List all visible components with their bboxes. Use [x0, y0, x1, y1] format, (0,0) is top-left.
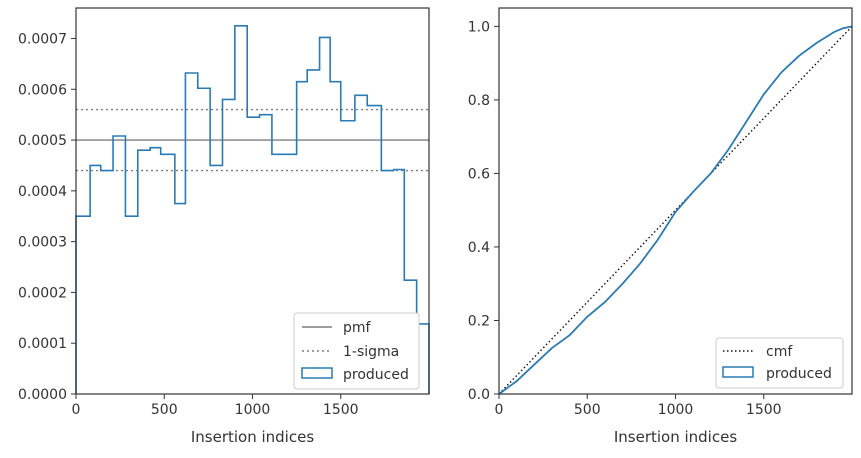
- right-axis-ticks: 0 500 1000 1500 0.0 0.2 0.4 0.6 0.8 1.0: [468, 19, 782, 418]
- right-y-tick-label: 0.2: [468, 313, 490, 329]
- right-y-tick-label: 0.4: [468, 240, 490, 256]
- left-x-axis-label: Insertion indices: [191, 428, 314, 446]
- right-legend: cmf produced: [715, 337, 844, 389]
- left-y-tick-label: 0.0005: [18, 133, 67, 149]
- left-y-tick-label: 0.0007: [18, 31, 67, 47]
- legend-produced-label-right: produced: [766, 366, 832, 382]
- cmf-line: [498, 25, 853, 395]
- left-y-tick-label: 0.0001: [18, 336, 67, 352]
- right-y-tick-label: 0.0: [468, 387, 490, 403]
- left-x-tick-label: 0: [72, 402, 81, 418]
- histogram-panel: 0 500 1000 1500 0.0000 0.0001 0.0002 0.0003 0.00…: [18, 7, 430, 446]
- right-axes-frame: [498, 7, 853, 395]
- left-plot-marks: [75, 24, 430, 394]
- legend-pmf-label: pmf: [343, 320, 372, 336]
- right-x-tick-label: 500: [574, 402, 601, 418]
- produced-histogram-step: [75, 24, 430, 394]
- right-x-tick-label: 1000: [658, 402, 694, 418]
- left-x-tick-label: 1500: [323, 402, 359, 418]
- left-y-tick-label: 0.0004: [18, 184, 67, 200]
- right-y-tick-label: 0.8: [468, 93, 490, 109]
- right-y-tick-label: 0.6: [468, 166, 490, 182]
- left-y-tick-label: 0.0006: [18, 82, 67, 98]
- legend-sigma-label: 1-sigma: [343, 344, 399, 360]
- right-x-axis-label: Insertion indices: [614, 428, 737, 446]
- left-y-tick-label: 0.0000: [18, 387, 67, 403]
- right-plot-marks: [498, 25, 853, 395]
- legend-cmf-label: cmf: [766, 344, 793, 360]
- left-y-tick-label: 0.0002: [18, 285, 67, 301]
- legend-produced-swatch-right: [722, 366, 754, 378]
- right-x-tick-label: 1500: [746, 402, 782, 418]
- left-axis-ticks: 0 500 1000 1500 0.0000 0.0001 0.0002 0.0003 0.00…: [18, 31, 359, 418]
- left-x-tick-label: 500: [151, 402, 178, 418]
- right-y-tick-label: 1.0: [468, 19, 490, 35]
- left-y-tick-label: 0.0003: [18, 235, 67, 251]
- left-legend-box: [293, 312, 420, 390]
- produced-cumulative-line: [498, 25, 853, 395]
- legend-produced-label: produced: [343, 367, 409, 383]
- left-x-tick-label: 1000: [235, 402, 271, 418]
- left-axes-frame: [75, 7, 430, 395]
- cumulative-panel: 0 500 1000 1500 0.0 0.2 0.4 0.6 0.8 1.0 Insertion…: [468, 7, 853, 446]
- left-legend: pmf 1-sigma produced: [293, 312, 420, 390]
- right-x-tick-label: 0: [495, 402, 504, 418]
- legend-produced-swatch: [301, 367, 333, 379]
